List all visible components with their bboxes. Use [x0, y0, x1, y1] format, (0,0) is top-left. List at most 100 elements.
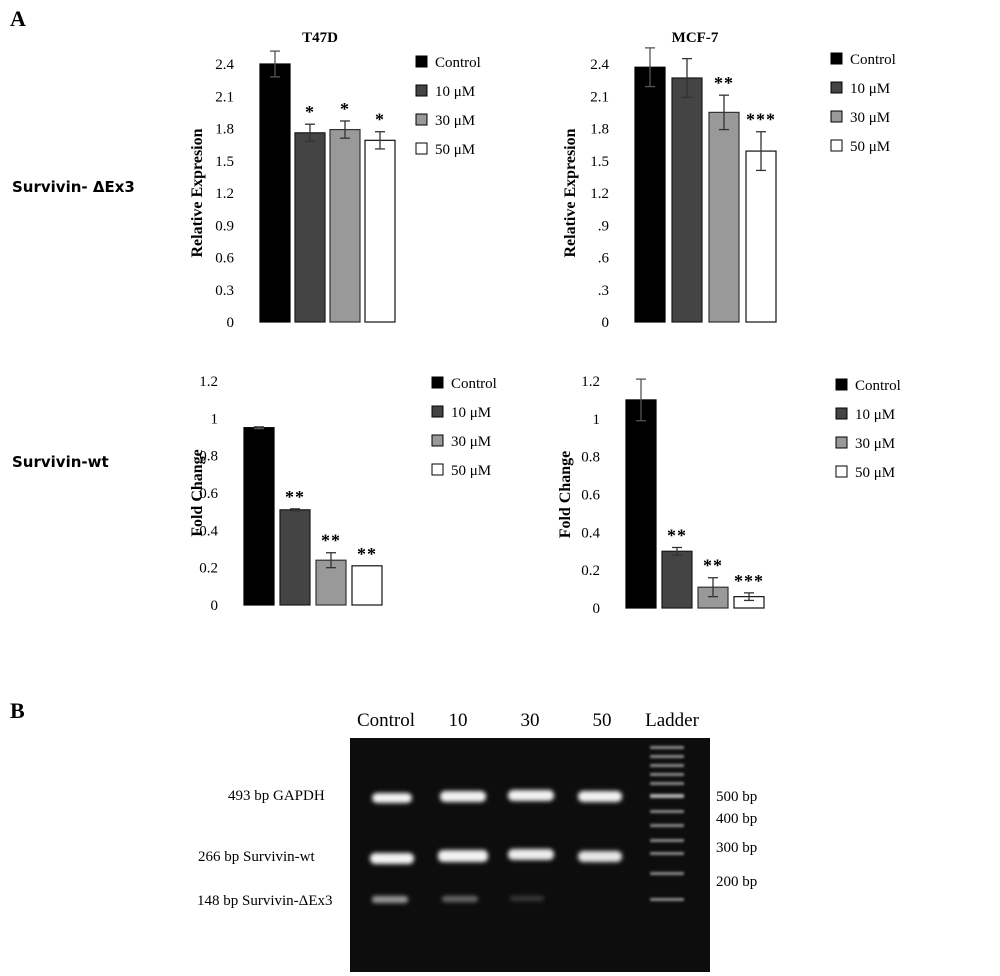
legend-label-3: 50 μM	[850, 139, 890, 155]
y-tick-label: 1	[211, 411, 219, 427]
y-tick-label: 0.3	[215, 283, 234, 299]
gel-band-wt-30	[508, 849, 554, 860]
significance-marker: *	[340, 99, 350, 119]
legend-swatch-2	[835, 436, 848, 449]
y-tick-label: 1.2	[199, 374, 218, 390]
y-axis-label: Fold Change	[189, 449, 206, 537]
legend-label-1: 10 μM	[855, 407, 895, 423]
gel-band-dex3-control	[372, 896, 408, 903]
bar-3	[364, 139, 396, 323]
bar-0	[634, 66, 666, 323]
legend-label-3: 50 μM	[451, 463, 491, 479]
y-tick-label: .9	[598, 218, 609, 234]
legend-swatch-0	[415, 55, 428, 68]
legend-label-3: 50 μM	[855, 465, 895, 481]
legend-label-0: Control	[435, 55, 481, 71]
significance-marker: **	[357, 544, 377, 564]
chart-t47d-dex3: T47D Relative Expresion 0 0.3 0.6 0.9 1.2 1.5 1.…	[189, 30, 481, 331]
significance-marker: *	[305, 102, 315, 122]
legend-label-0: Control	[850, 52, 896, 68]
significance-marker: ***	[734, 571, 764, 591]
legend-label-2: 30 μM	[451, 434, 491, 450]
significance-marker: ***	[746, 110, 776, 130]
gel-lane-label-10: 10	[448, 710, 468, 731]
gel-ladder	[650, 746, 684, 901]
legend-swatch-3	[415, 142, 428, 155]
y-tick-label: 0.9	[215, 218, 234, 234]
panel-b-label: B	[10, 698, 25, 723]
bar-3	[745, 150, 777, 323]
legend-swatch-0	[431, 376, 444, 389]
gel-lane-label-50: 50	[592, 710, 612, 731]
legend-label-2: 30 μM	[850, 110, 890, 126]
row-label-survivin-wt: Survivin-wt	[12, 453, 109, 471]
legend-label-1: 10 μM	[451, 405, 491, 421]
legend-label-3: 50 μM	[435, 142, 475, 158]
bar-1	[279, 509, 311, 606]
legend-label-0: Control	[855, 378, 901, 394]
legend-swatch-2	[415, 113, 428, 126]
y-tick-label: 0.6	[199, 486, 218, 502]
y-tick-label: 0	[593, 601, 601, 615]
gel-band-wt-control	[370, 853, 414, 864]
y-tick-label: 0.8	[199, 449, 218, 465]
legend-swatch-1	[431, 405, 444, 418]
y-tick-label: 1.2	[590, 186, 609, 202]
significance-marker: *	[375, 110, 385, 130]
bar-0	[243, 427, 275, 606]
y-tick-label: 0.6	[581, 488, 600, 504]
gel-band-gapdh-control	[372, 793, 412, 803]
gel-band-wt-10	[438, 850, 488, 862]
y-tick-label: 2.4	[215, 57, 234, 73]
legend-label-2: 30 μM	[435, 113, 475, 129]
y-tick-label: 1.8	[215, 122, 234, 138]
gel-band-dex3-30	[510, 896, 544, 901]
gel-label-survivin-dex3: 148 bp Survivin-ΔEx3	[197, 893, 333, 909]
y-tick-label: 2.4	[590, 57, 609, 73]
y-tick-label: 1.5	[590, 154, 609, 170]
chart-t47d-wt: Fold Change 0 0.2 0.4 0.6 0.8 1 1.2 ** ** ** Contro…	[189, 374, 497, 614]
y-tick-label: 0	[227, 315, 235, 331]
significance-marker: **	[667, 525, 687, 545]
gel-lane-label-30: 30	[520, 710, 540, 731]
legend-swatch-2	[431, 434, 444, 447]
gel-label-gapdh: 493 bp GAPDH	[228, 788, 325, 804]
gel-band-gapdh-30	[508, 790, 554, 801]
chart-title: T47D	[302, 30, 338, 46]
legend-swatch-3	[830, 139, 843, 152]
legend-swatch-0	[835, 378, 848, 391]
y-axis-label: Fold Change	[557, 451, 574, 539]
y-tick-label: 2.1	[590, 89, 609, 105]
legend-label-0: Control	[451, 376, 497, 392]
gel-label-survivin-wt: 266 bp Survivin-wt	[198, 849, 315, 865]
legend-label-1: 10 μM	[850, 81, 890, 97]
bar-1	[661, 550, 693, 609]
chart-mcf7-wt: Fold Change00.20.40.60.811.2*******Contr…	[557, 374, 901, 615]
bar-2	[329, 128, 361, 323]
gel-lane-label-control: Control	[356, 710, 416, 731]
y-tick-label: 1	[593, 412, 601, 428]
chart-title: MCF-7	[672, 30, 719, 46]
gel-band-gapdh-50	[578, 791, 622, 802]
y-tick-label: .6	[598, 251, 610, 267]
ladder-label-500: 500 bp	[716, 789, 758, 805]
bar-0	[259, 63, 291, 323]
y-tick-label: 0	[602, 315, 610, 331]
legend-swatch-3	[431, 463, 444, 476]
gel-band-dex3-10	[442, 896, 478, 902]
ladder-label-400: 400 bp	[716, 811, 758, 827]
y-tick-label: 1.5	[215, 154, 234, 170]
row-label-survivin-dex3: Survivin- ΔEx3	[12, 178, 135, 196]
legend-swatch-2	[830, 110, 843, 123]
panel-a-label: A	[10, 6, 26, 31]
legend-swatch-1	[415, 84, 428, 97]
bar-1	[671, 77, 703, 323]
legend-swatch-3	[835, 465, 848, 478]
legend-label-2: 30 μM	[855, 436, 895, 452]
legend-swatch-1	[835, 407, 848, 420]
y-tick-label: 0.4	[581, 525, 600, 541]
bar-3	[351, 565, 383, 606]
y-tick-label: 1.2	[215, 186, 234, 202]
y-tick-label: .3	[598, 283, 609, 299]
ladder-label-200: 200 bp	[716, 874, 758, 890]
